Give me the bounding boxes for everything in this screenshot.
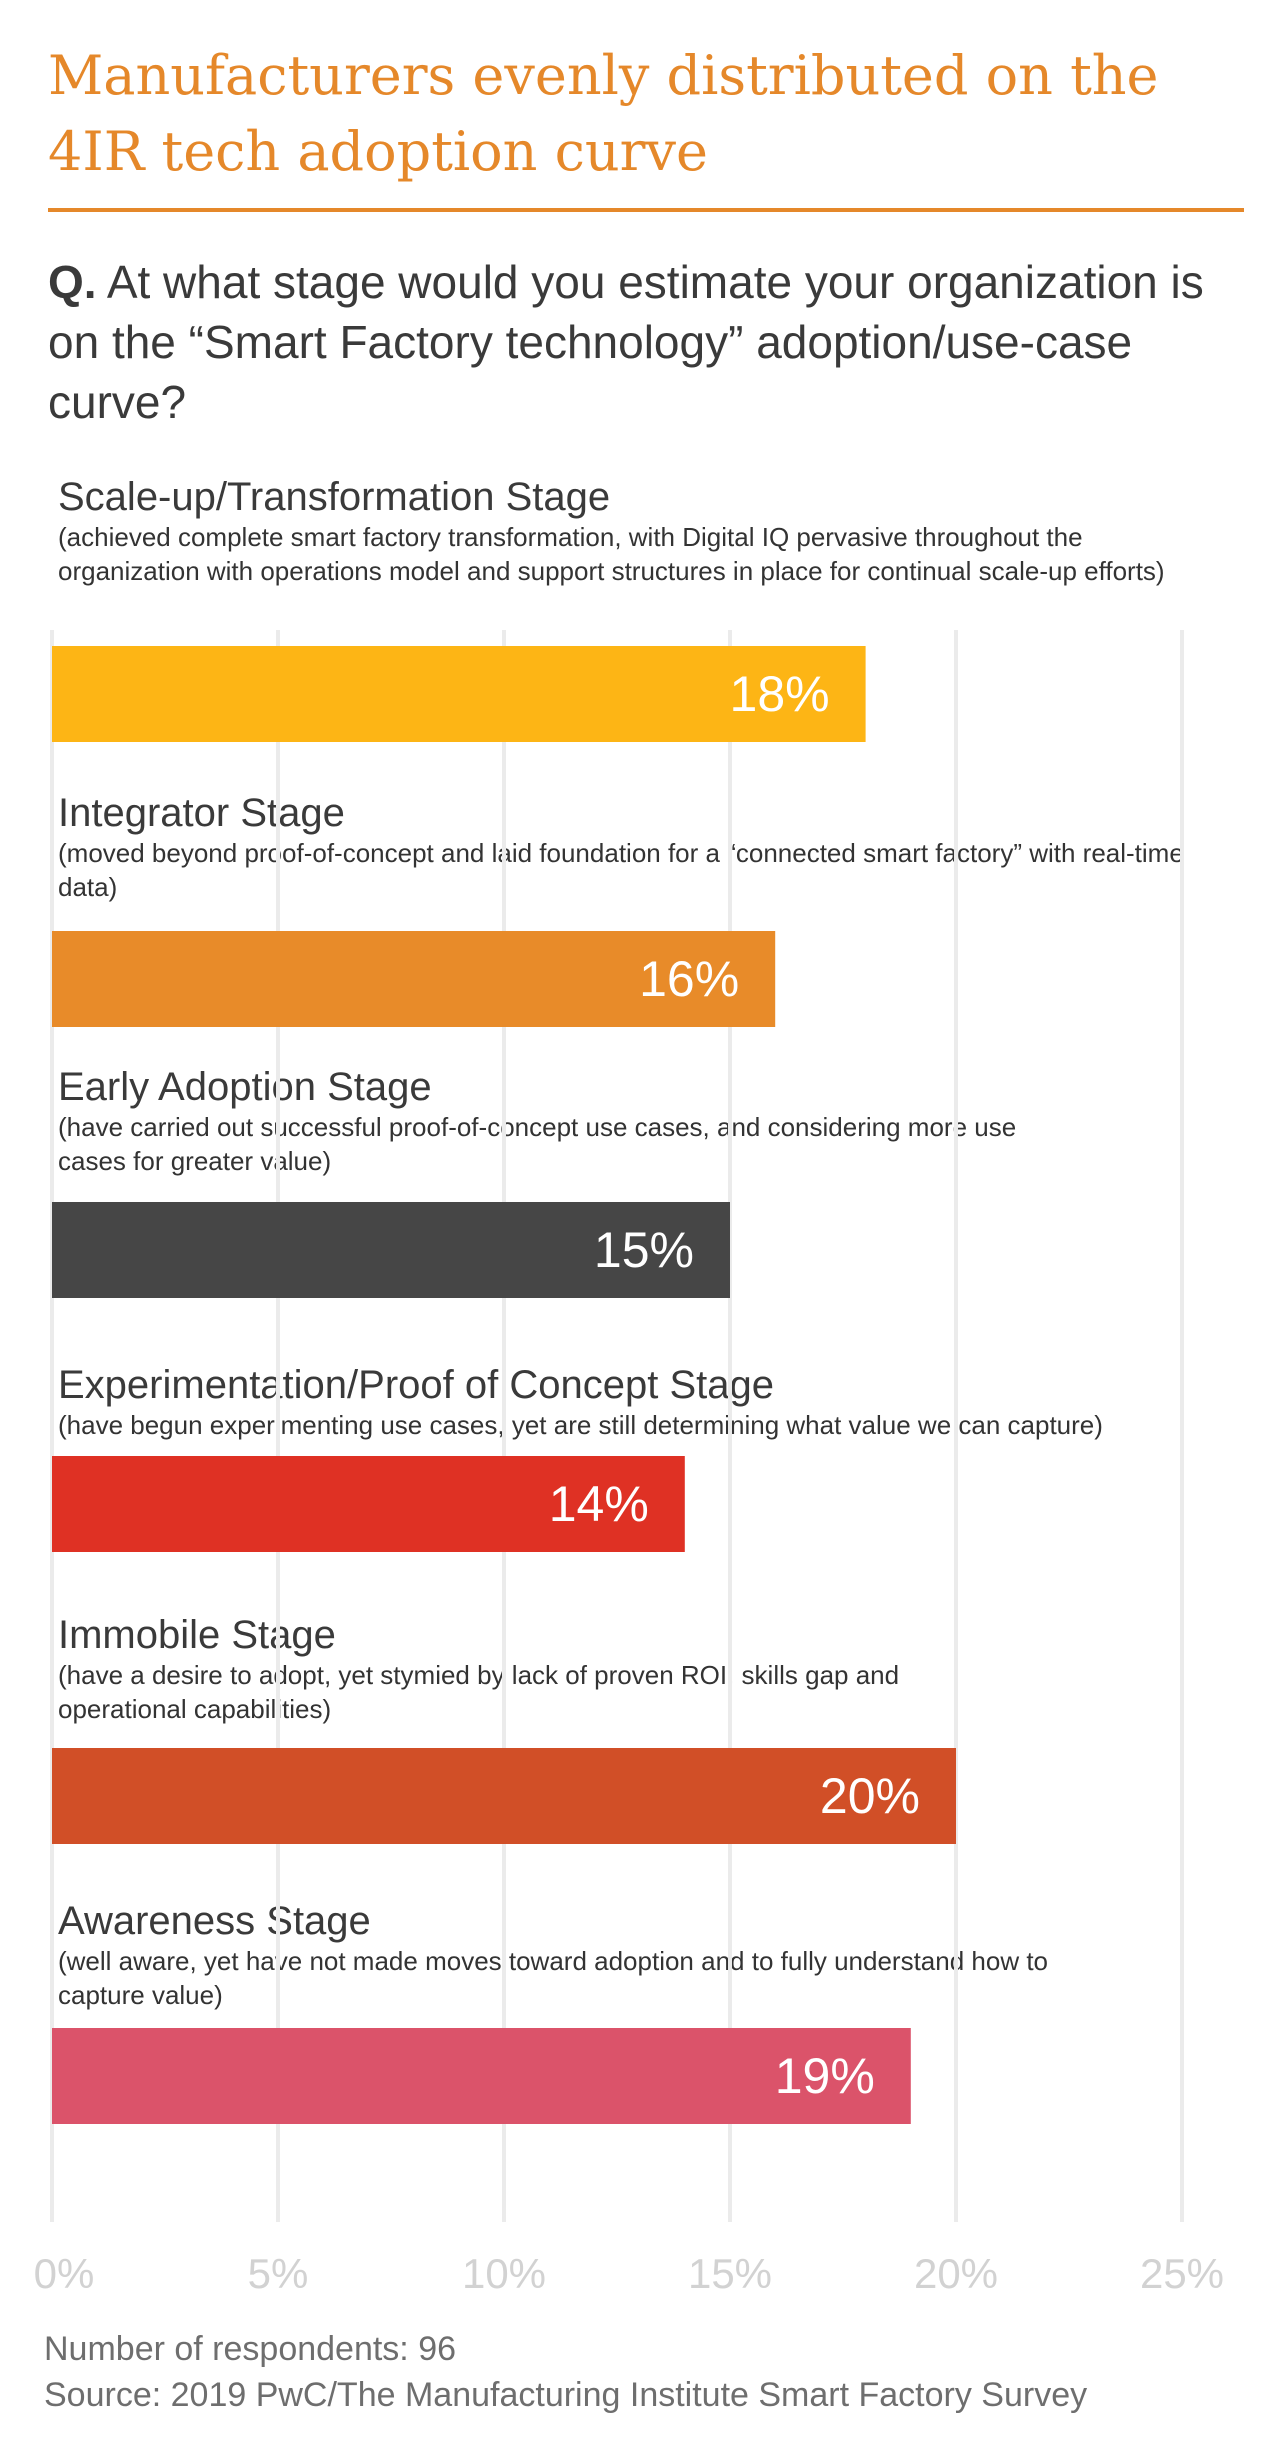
title-divider xyxy=(48,208,1244,212)
chart-footer: Number of respondents: 96 Source: 2019 P… xyxy=(44,2326,1087,2418)
category-name: Scale-up/Transformation Stage xyxy=(58,475,611,519)
category-name: Experimentation/Proof of Concept Stage xyxy=(58,1363,774,1407)
category-label-scale-up: Scale-up/Transformation Stage (achieved … xyxy=(58,474,1188,588)
x-tick-label: 10% xyxy=(462,2250,546,2297)
category-description: (have a desire to adopt, yet stymied by … xyxy=(58,1660,900,1724)
category-description: (moved beyond proof-of-concept and laid … xyxy=(58,838,1184,902)
x-tick-label: 0% xyxy=(34,2250,95,2297)
bar-value-label: 19% xyxy=(775,2048,875,2104)
category-name: Awareness Stage xyxy=(58,1899,371,1943)
bar xyxy=(52,931,776,1027)
bar-value-label: 20% xyxy=(820,1768,920,1824)
x-tick-label: 5% xyxy=(248,2250,309,2297)
source-note: Source: 2019 PwC/The Manufacturing Insti… xyxy=(44,2376,1088,2414)
x-tick-label: 25% xyxy=(1140,2250,1224,2297)
category-description: (well aware, yet have not made moves tow… xyxy=(58,1946,1049,2010)
category-description: (achieved complete smart factory transfo… xyxy=(58,522,1165,586)
category-description: (have carried out successful proof-of-co… xyxy=(58,1112,1017,1176)
bar-value-label: 16% xyxy=(639,951,739,1007)
chart-title: Manufacturers evenly distributed on the … xyxy=(48,44,1159,183)
respondents-note: Number of respondents: 96 xyxy=(44,2330,457,2368)
category-label-immobile: Immobile Stage (have a desire to adopt, … xyxy=(58,1612,988,1726)
category-label-experimentation: Experimentation/Proof of Concept Stage (… xyxy=(58,1362,1258,1442)
bar xyxy=(52,2028,911,2124)
bar xyxy=(52,646,866,742)
category-label-early-adoption: Early Adoption Stage (have carried out s… xyxy=(58,1064,1058,1178)
bar-value-label: 14% xyxy=(549,1476,649,1532)
bar xyxy=(52,1456,685,1552)
bar-value-label: 15% xyxy=(594,1222,694,1278)
category-label-integrator: Integrator Stage (moved beyond proof-of-… xyxy=(58,790,1198,904)
survey-question: Q. At what stage would you estimate your… xyxy=(48,252,1238,432)
x-tick-label: 15% xyxy=(688,2250,772,2297)
bar xyxy=(52,1748,956,1844)
x-tick-label: 20% xyxy=(914,2250,998,2297)
category-name: Integrator Stage xyxy=(58,791,345,835)
question-prefix: Q. xyxy=(48,256,97,308)
bar xyxy=(52,1202,730,1298)
category-name: Immobile Stage xyxy=(58,1613,336,1657)
question-text: At what stage would you estimate your or… xyxy=(48,256,1204,428)
category-description: (have begun experimenting use cases, yet… xyxy=(58,1410,1103,1440)
bar-value-label: 18% xyxy=(730,666,830,722)
category-name: Early Adoption Stage xyxy=(58,1065,432,1109)
category-label-awareness: Awareness Stage (well aware, yet have no… xyxy=(58,1898,1118,2012)
